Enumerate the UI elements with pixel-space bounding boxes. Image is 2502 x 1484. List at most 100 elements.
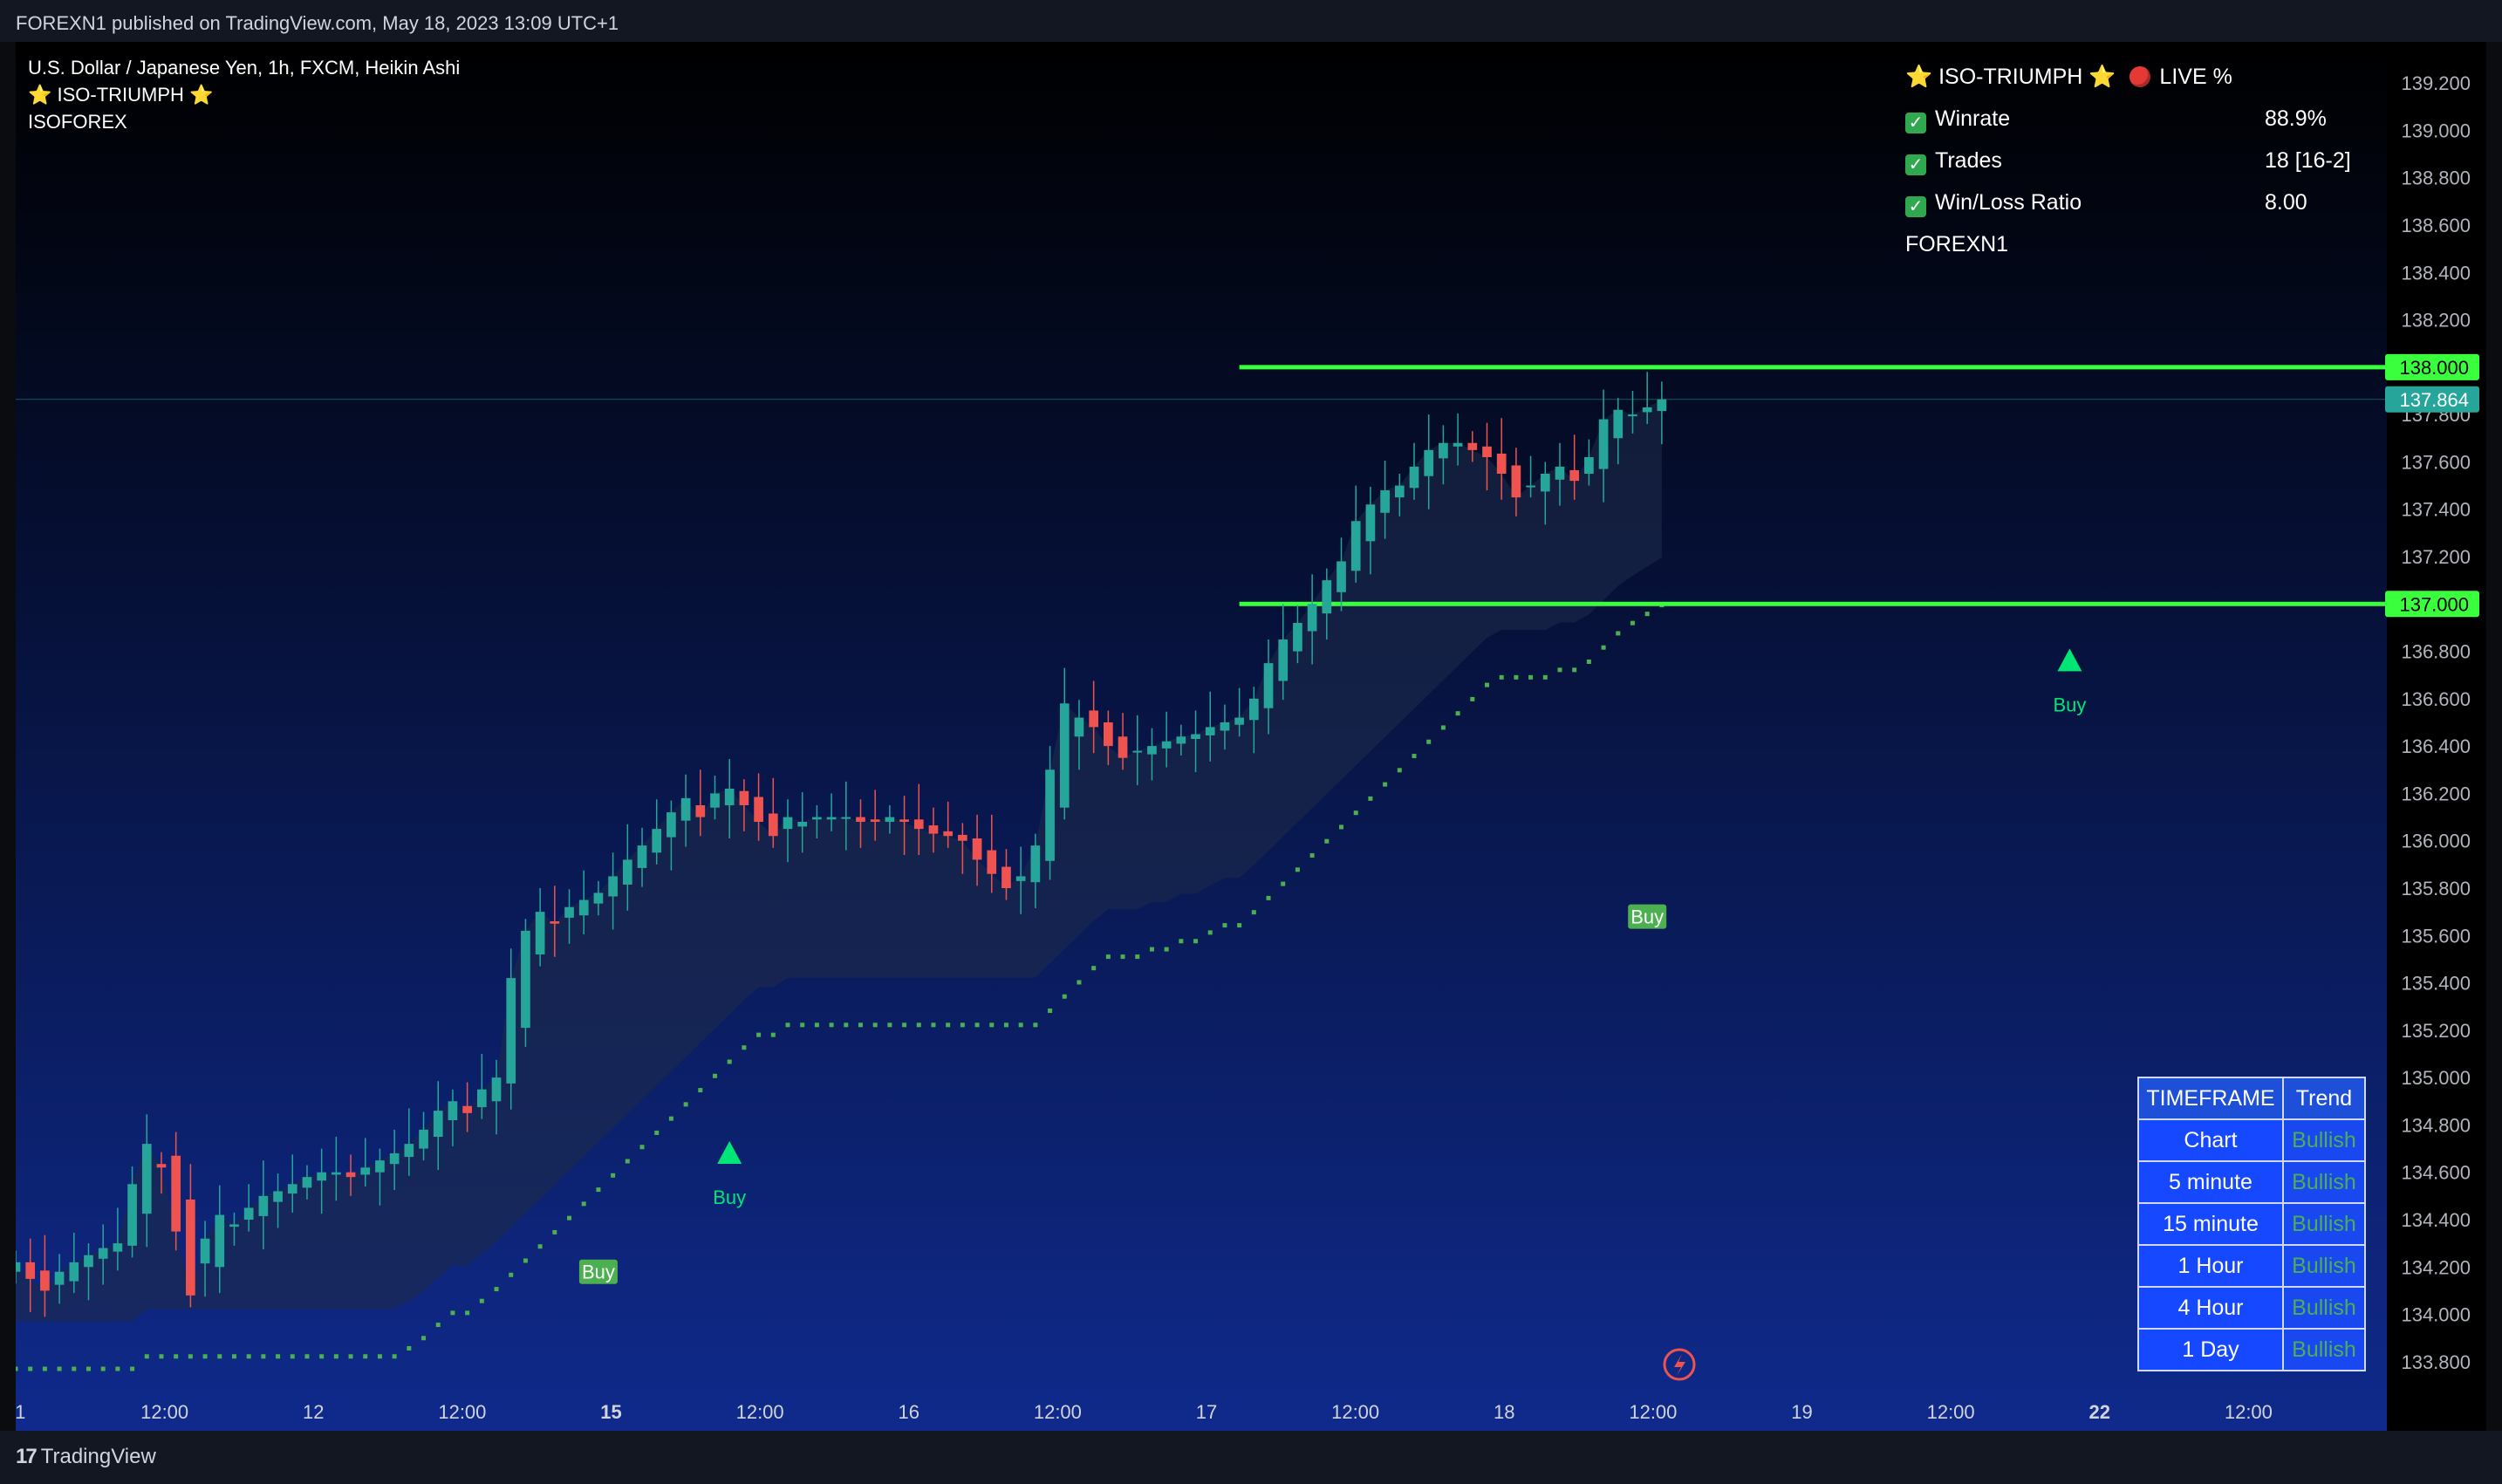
candle xyxy=(622,824,632,911)
candle xyxy=(826,793,837,831)
price-tick-label: 138.800 xyxy=(2401,168,2471,189)
candle-body xyxy=(287,1184,297,1194)
candle-body xyxy=(317,1172,327,1181)
stop-dot xyxy=(1281,881,1286,886)
candle xyxy=(273,1173,283,1228)
candle xyxy=(1526,455,1535,498)
stats-row-winrate: ✓ Winrate xyxy=(1905,106,2010,133)
candle-body xyxy=(958,834,967,841)
stop-dot xyxy=(581,1201,586,1207)
candle xyxy=(84,1243,93,1301)
time-tick-label: 12:00 xyxy=(1927,1401,1975,1423)
candle-body xyxy=(972,838,982,860)
stop-dot xyxy=(1105,954,1111,960)
candle-body xyxy=(1248,698,1259,721)
candle-body xyxy=(462,1105,472,1113)
stop-dot xyxy=(1557,667,1562,673)
time-tick-label: 12:00 xyxy=(140,1401,188,1423)
candle-body xyxy=(1336,561,1346,592)
stop-dot xyxy=(1135,954,1140,960)
candle-body xyxy=(1118,736,1128,758)
candle-body xyxy=(680,797,691,821)
time-tick-label: 12 xyxy=(303,1401,324,1423)
stop-dot xyxy=(450,1310,455,1316)
winrate-label: Winrate xyxy=(1935,106,2011,131)
price-tick-label: 137.400 xyxy=(2401,499,2471,521)
price-chart[interactable]: Buy Buy Buy Buy 139.200 139.000 138.800 138.600… xyxy=(16,42,2486,1431)
stop-dot xyxy=(100,1366,106,1371)
price-tick-label: 135.800 xyxy=(2401,878,2471,899)
price-tick-label: 134.600 xyxy=(2401,1162,2471,1184)
candle-body xyxy=(637,845,647,868)
candle xyxy=(1628,391,1637,434)
candle-body xyxy=(1074,717,1084,737)
price-tick-label: 133.800 xyxy=(2401,1351,2471,1373)
price-tick-label: 138.600 xyxy=(2401,215,2471,236)
stop-dot xyxy=(785,1022,790,1028)
candle xyxy=(1613,398,1624,465)
candle xyxy=(1482,422,1492,490)
stop-dot xyxy=(829,1022,834,1028)
timeframe-cell: 5 minute xyxy=(2137,1160,2284,1204)
stop-dot xyxy=(1149,947,1154,952)
timeframe-cell: 1 Hour xyxy=(2137,1244,2284,1288)
price-tick-label: 134.200 xyxy=(2401,1256,2471,1278)
stop-dot xyxy=(1120,954,1125,960)
stop-dot xyxy=(115,1366,120,1371)
candle-body xyxy=(1015,876,1026,881)
time-tick-label: 12:00 xyxy=(1629,1401,1677,1423)
stop-dot xyxy=(668,1116,673,1121)
candle xyxy=(433,1081,443,1170)
candle xyxy=(113,1207,123,1271)
stop-dot xyxy=(931,1022,936,1028)
candle xyxy=(317,1148,327,1214)
candle-body xyxy=(200,1238,210,1264)
candle-body xyxy=(899,819,909,822)
candle xyxy=(54,1254,65,1304)
level-price-label: 137.000 xyxy=(2399,593,2469,615)
candle xyxy=(448,1089,458,1146)
stop-dot xyxy=(1179,939,1184,944)
candle xyxy=(1336,537,1346,612)
candle xyxy=(1089,680,1098,754)
candle-body xyxy=(1467,442,1478,450)
timeframe-header: TIMEFRAME xyxy=(2137,1077,2284,1120)
tradingview-logo[interactable]: 17 TradingView xyxy=(16,1445,156,1469)
candle-body xyxy=(1657,399,1667,412)
stop-dot xyxy=(1091,966,1097,971)
candle xyxy=(1439,425,1448,485)
last-price-label: 137.864 xyxy=(2399,389,2469,411)
candle-body xyxy=(1424,449,1434,476)
candle xyxy=(1322,568,1332,639)
stop-dot xyxy=(465,1310,470,1316)
candle xyxy=(680,774,691,847)
time-tick-label: 12:00 xyxy=(1034,1401,1082,1423)
candle-body xyxy=(1205,727,1215,735)
symbol-title[interactable]: U.S. Dollar / Japanese Yen, 1h, FXCM, He… xyxy=(28,57,461,79)
candle-body xyxy=(84,1255,93,1268)
stop-dot xyxy=(407,1345,412,1351)
candle xyxy=(1015,846,1026,914)
stop-dot xyxy=(1397,768,1402,773)
stats-row-trades: ✓ Trades xyxy=(1905,148,2002,175)
price-tick-label: 134.400 xyxy=(2401,1209,2471,1231)
stop-dot xyxy=(916,1022,921,1028)
candle xyxy=(491,1059,502,1135)
candle xyxy=(1511,448,1521,516)
candle xyxy=(302,1165,312,1200)
stop-dot xyxy=(654,1130,660,1135)
stop-dot xyxy=(290,1354,295,1359)
stop-dot xyxy=(698,1088,703,1093)
trades-value: 18 [16-2] xyxy=(2265,148,2351,173)
stop-dot xyxy=(567,1215,572,1221)
candle-body xyxy=(913,819,924,830)
indicator-name[interactable]: ⭐ ISO-TRIUMPH ⭐ xyxy=(28,84,214,106)
stop-dot xyxy=(1455,711,1460,716)
candle-body xyxy=(1059,703,1070,808)
candle xyxy=(287,1154,297,1213)
candle xyxy=(1045,746,1055,880)
candle-body xyxy=(1642,407,1652,413)
candle xyxy=(943,801,954,848)
candle xyxy=(637,827,647,887)
chart-panel[interactable]: Buy Buy Buy Buy 139.200 139.000 138.800 138.600… xyxy=(16,42,2486,1431)
